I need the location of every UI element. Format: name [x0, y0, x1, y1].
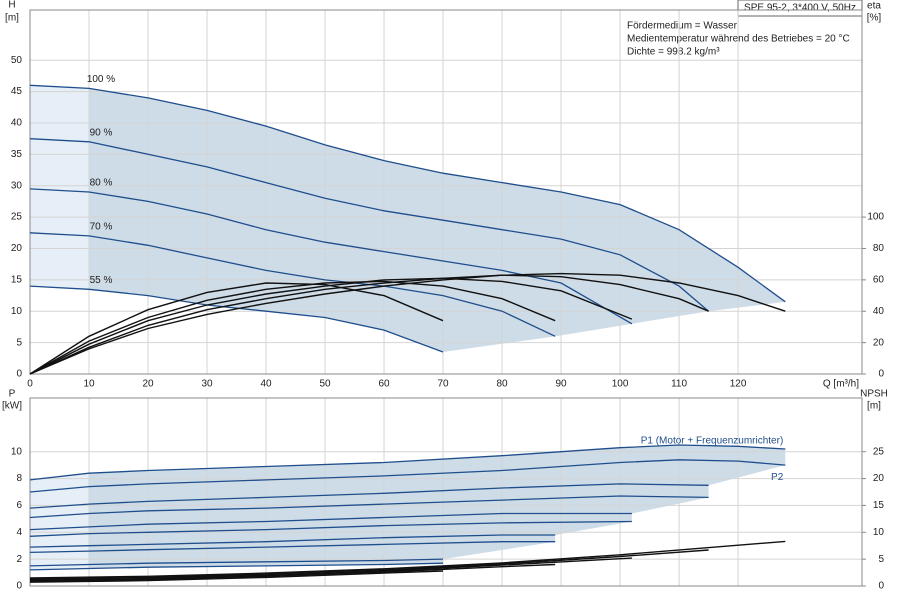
- x-tick-label: 90: [556, 379, 568, 390]
- y2-tick-label: 100: [867, 212, 884, 223]
- curve: [29, 563, 556, 582]
- y2-tick-label: 20: [873, 337, 885, 348]
- y-axis-unit: [kW]: [2, 401, 22, 412]
- curve: [29, 534, 556, 548]
- curve-label: 70 %: [90, 222, 113, 233]
- y-tick-label: 15: [11, 275, 23, 286]
- curve: [29, 280, 556, 375]
- x-tick-label: 50: [319, 379, 331, 390]
- operating-range: [89, 445, 786, 569]
- y-tick-label: 25: [11, 212, 23, 223]
- y-tick-label: 10: [11, 446, 23, 457]
- x-tick-label: 70: [437, 379, 449, 390]
- x-tick-label: 80: [496, 379, 508, 390]
- y-tick-label: 8: [16, 473, 22, 484]
- y-tick-label: 6: [16, 500, 22, 511]
- y-tick-label: 0: [16, 369, 22, 380]
- y2-axis-label: NPSH: [860, 389, 888, 400]
- chart-title: SPE 95-2, 3*400 V, 50Hz: [744, 3, 856, 14]
- y-tick-label: 20: [11, 243, 23, 254]
- curve: [29, 272, 786, 375]
- y-tick-label: 50: [11, 55, 23, 66]
- y2-tick-label: 25: [873, 446, 885, 457]
- y2-tick-label: 0: [878, 369, 884, 380]
- curve-label: 80 %: [90, 178, 113, 189]
- curve: [29, 558, 444, 567]
- y-tick-label: 5: [16, 337, 22, 348]
- y-tick-label: 35: [11, 149, 23, 160]
- x-tick-label: 100: [612, 379, 629, 390]
- title-box: [737, 0, 863, 17]
- y2-tick-label: 20: [873, 473, 885, 484]
- curve: [29, 459, 786, 493]
- curve: [29, 512, 632, 531]
- y2-axis-label: eta: [867, 1, 881, 12]
- x-tick-label: 40: [260, 379, 272, 390]
- curve: [29, 138, 710, 312]
- curve: [29, 520, 632, 537]
- y-tick-label: 2: [16, 554, 22, 565]
- curve: [29, 540, 786, 579]
- y2-tick-label: 60: [873, 275, 885, 286]
- curve: [29, 483, 709, 509]
- y-axis-label: P: [9, 389, 16, 400]
- curve: [29, 557, 632, 581]
- y2-tick-label: 40: [873, 306, 885, 317]
- x-axis-label: Q [m³/h]: [823, 379, 859, 390]
- y-tick-label: 30: [11, 180, 23, 191]
- curve: [29, 541, 556, 554]
- y2-axis-unit: [%]: [867, 13, 882, 24]
- y-axis-unit: [m]: [5, 13, 19, 24]
- plot-frame: [29, 9, 863, 375]
- curve: [29, 282, 444, 375]
- y-axis-label: H: [8, 0, 15, 11]
- y2-tick-label: 10: [873, 527, 885, 538]
- curve: [29, 285, 444, 353]
- curve-label: P1 (Motor + Frequenzumrichter): [641, 436, 784, 447]
- curve-label: 90 %: [90, 127, 113, 138]
- x-tick-label: 60: [378, 379, 390, 390]
- low-flow-range: [30, 85, 90, 290]
- y2-axis-unit: [m]: [867, 401, 881, 412]
- x-tick-label: 120: [730, 379, 747, 390]
- y2-tick-label: 80: [873, 243, 885, 254]
- y2-tick-label: 15: [873, 500, 885, 511]
- x-tick-label: 10: [83, 379, 95, 390]
- curve: [29, 84, 786, 303]
- y-tick-label: 45: [11, 86, 23, 97]
- curve-label: 55 %: [90, 275, 113, 286]
- y-tick-label: 4: [16, 527, 22, 538]
- y2-tick-label: 0: [878, 581, 884, 592]
- y-tick-label: 0: [16, 581, 22, 592]
- curve: [29, 570, 444, 583]
- curve: [29, 562, 444, 571]
- curve: [29, 495, 709, 519]
- x-tick-label: 30: [201, 379, 213, 390]
- note: Dichte = 998.2 kg/m³: [627, 47, 720, 58]
- x-tick-label: 110: [671, 379, 687, 390]
- y-tick-label: 40: [11, 118, 23, 129]
- curve: [29, 549, 709, 580]
- y-tick-label: 10: [11, 306, 23, 317]
- curve: [29, 277, 633, 375]
- note: Fördermedium = Wasser: [627, 21, 738, 32]
- curve-label: P2: [771, 472, 784, 483]
- x-tick-label: 20: [142, 379, 154, 390]
- curve: [29, 232, 556, 337]
- curve-label: 100 %: [87, 74, 115, 85]
- x-tick-label: 0: [27, 379, 33, 390]
- curve: [29, 444, 786, 481]
- curve: [29, 274, 709, 375]
- y2-tick-label: 5: [878, 554, 884, 565]
